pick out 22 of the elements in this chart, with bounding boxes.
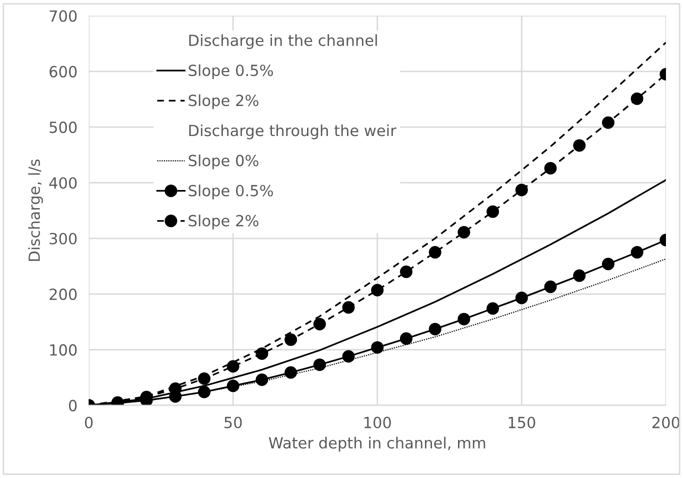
x-tick-label: 100 bbox=[364, 416, 391, 428]
x-tick-label: 200 bbox=[652, 416, 680, 428]
y-tick-label: 0 bbox=[68, 400, 77, 412]
x-axis-title: Water depth in channel, mm bbox=[268, 436, 486, 452]
legend-label: Slope 0.5% bbox=[188, 64, 273, 80]
legend-label: Slope 2% bbox=[188, 214, 258, 230]
x-tick-label: 50 bbox=[224, 416, 242, 428]
y-tick-label: 200 bbox=[50, 288, 77, 300]
y-tick-label: 100 bbox=[50, 344, 77, 356]
annotation: Discharge through the weir bbox=[189, 124, 396, 140]
x-tick-label: 0 bbox=[84, 416, 93, 428]
annotation: Discharge in the channel bbox=[189, 34, 377, 50]
y-tick-label: 400 bbox=[49, 177, 77, 189]
y-tick-label: 500 bbox=[50, 122, 77, 134]
x-tick-label: 150 bbox=[508, 416, 536, 428]
y-tick-label: 600 bbox=[50, 66, 77, 78]
legend-label: Slope 0.5% bbox=[188, 184, 273, 200]
y-tick-label: 300 bbox=[50, 232, 77, 244]
y-tick-label: 700 bbox=[50, 10, 77, 22]
y-axis-title: Discharge, l/s bbox=[28, 160, 43, 261]
legend-label: Slope 2% bbox=[188, 94, 258, 110]
legend-label: Slope 0% bbox=[188, 154, 258, 170]
